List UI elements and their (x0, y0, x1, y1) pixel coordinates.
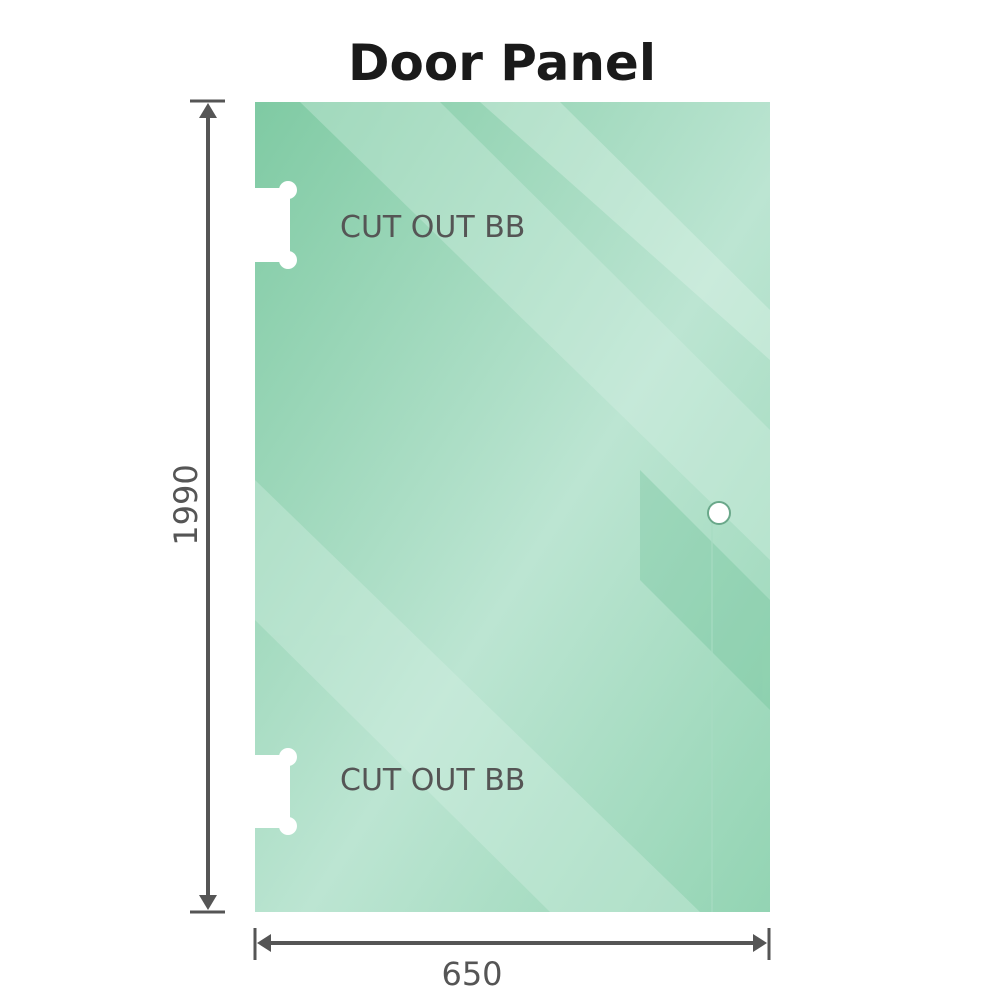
cutout-bottom (250, 748, 297, 835)
cutout-top-label: CUT OUT BB (340, 210, 525, 245)
cutout-top (250, 181, 297, 269)
width-dimension-line (253, 928, 771, 960)
height-dimension-line (190, 99, 225, 914)
width-dimension-label: 650 (441, 955, 502, 993)
handle-hole (707, 501, 731, 525)
diagram-title: Door Panel (348, 34, 656, 92)
cutout-bottom-label: CUT OUT BB (340, 763, 525, 798)
glass-panel (255, 102, 770, 912)
height-dimension-label: 1990 (167, 464, 205, 545)
